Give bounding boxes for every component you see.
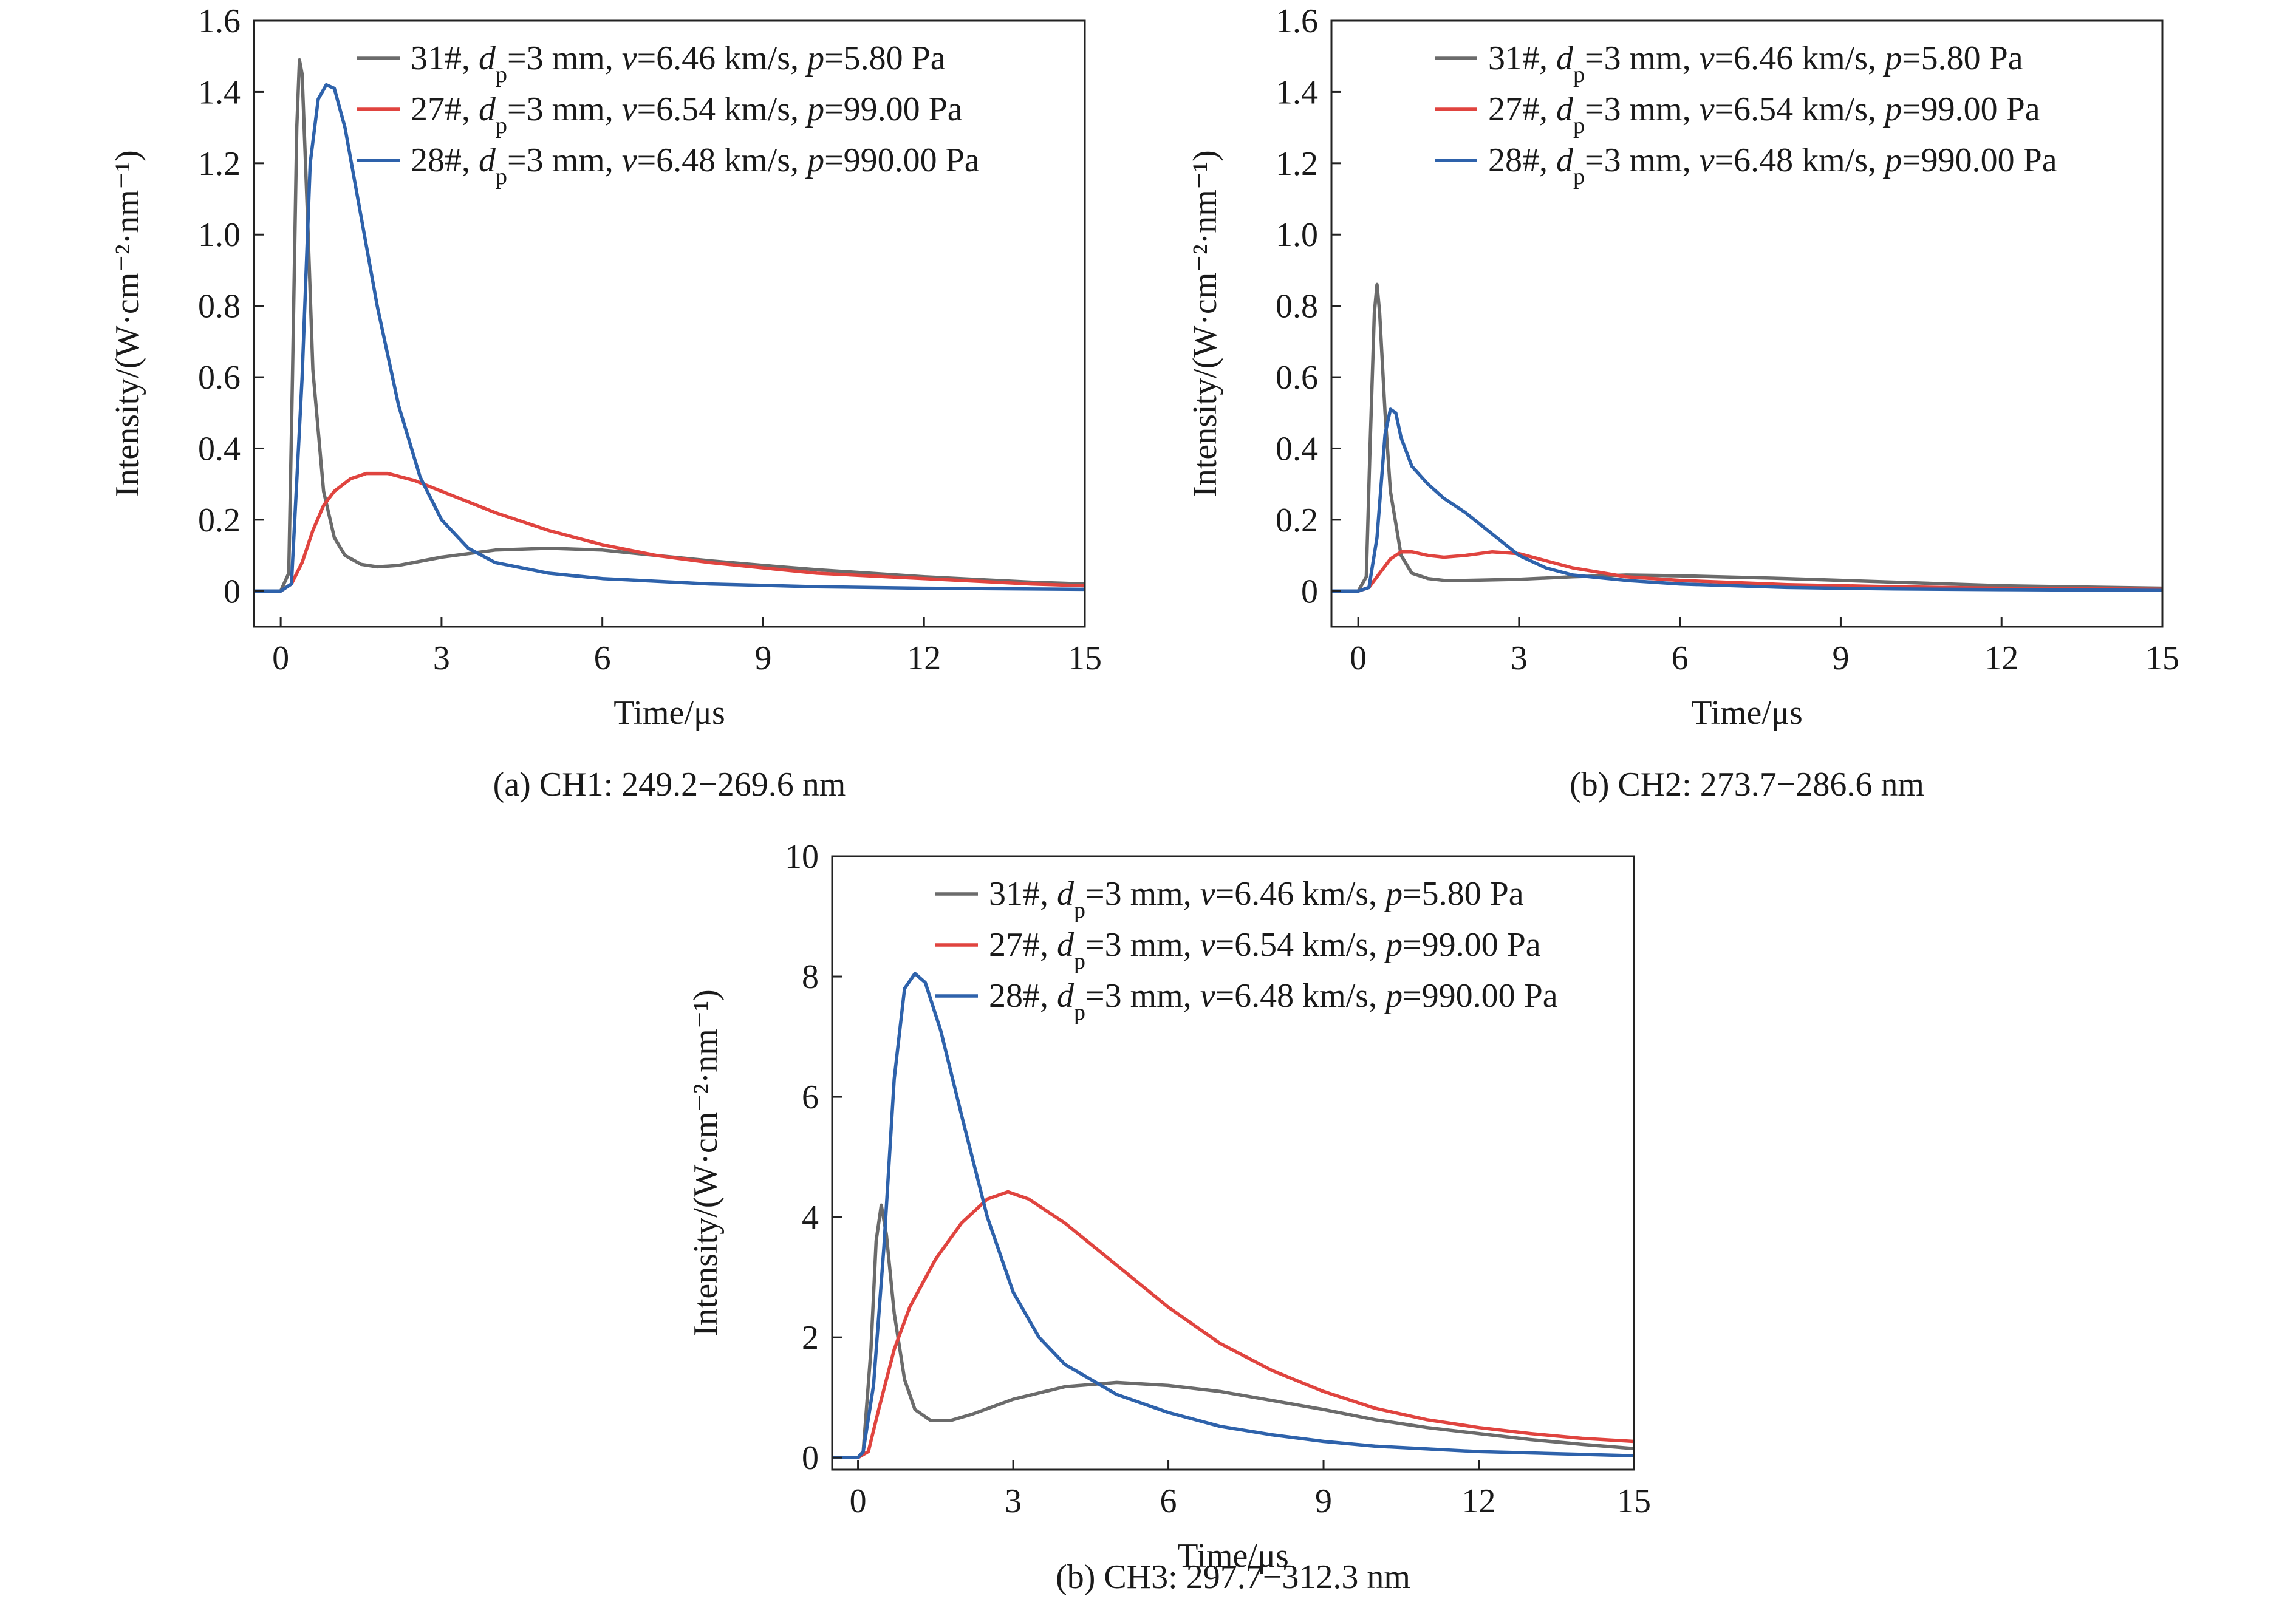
y-tick-label: 0: [802, 1439, 819, 1477]
x-tick-label: 12: [1984, 639, 2018, 677]
x-tick-label: 0: [272, 639, 289, 677]
y-axis-label: Intensity/(W·cm⁻²·nm⁻¹): [1186, 150, 1224, 497]
y-tick-label: 0: [1301, 573, 1318, 610]
series-line-s31: [254, 58, 1085, 593]
x-axis-label: Time/μs: [1177, 1537, 1289, 1575]
y-tick-label: 0.8: [198, 288, 241, 326]
panel-ch1: 0 3 6 9 12 15 0 0.2 0.4 0.6 0.8 1.0 1.2 1.4 1.6 Time/μs…: [109, 2, 1102, 803]
x-tick-label: 3: [1511, 639, 1528, 677]
x-tick-label: 0: [850, 1482, 867, 1520]
y-tick-label: 1.0: [1276, 216, 1318, 254]
series-group: [832, 972, 1634, 1459]
y-tick-label: 0.4: [198, 430, 241, 468]
x-tick-label: 15: [2145, 639, 2179, 677]
x-axis-label: Time/μs: [1691, 694, 1803, 732]
panel-caption: (b) CH2: 273.7−286.6 nm: [1570, 766, 1924, 803]
x-tick-label: 3: [1005, 1482, 1022, 1520]
series-line-s28: [832, 972, 1634, 1459]
x-tick-label: 6: [1672, 639, 1689, 677]
panel-ch3: 0 3 6 9 12 15 0 2 4 6 8 10 Time/μs Intensity/(W·cm⁻²·…: [687, 838, 1651, 1596]
legend: 31#, dp=3 mm, v=6.46 km/s, p=5.80 Pa27#,…: [1435, 39, 2057, 189]
x-tick-label: 9: [1315, 1482, 1332, 1520]
x-tick-label: 9: [754, 639, 771, 677]
y-tick-label: 0.2: [1276, 502, 1318, 539]
legend-label-s28: 28#, dp=3 mm, v=6.48 km/s, p=990.00 Pa: [411, 141, 980, 189]
series-line-s27: [832, 1190, 1634, 1459]
series-group: [254, 58, 1085, 593]
y-axis-label: Intensity/(W·cm⁻²·nm⁻¹): [109, 150, 146, 497]
series-line-s31: [832, 1203, 1634, 1459]
series-line-s28: [254, 83, 1085, 593]
legend: 31#, dp=3 mm, v=6.46 km/s, p=5.80 Pa27#,…: [935, 875, 1558, 1025]
y-tick-label: 6: [802, 1079, 819, 1116]
y-tick-label: 1.6: [198, 2, 241, 40]
panel-ch2: 0 3 6 9 12 15 0 0.2 0.4 0.6 0.8 1.0 1.2 1.4 1.6 Time/μs…: [1186, 2, 2179, 803]
y-tick-label: 0.8: [1276, 288, 1318, 326]
y-tick-label: 1.2: [198, 145, 241, 183]
legend-label-s27: 27#, dp=3 mm, v=6.54 km/s, p=99.00 Pa: [989, 926, 1541, 974]
plot-frame: [831, 855, 1635, 1471]
series-line-s27: [1331, 550, 2162, 593]
y-tick-label: 1.4: [1276, 73, 1318, 111]
y-tick-label: 1.2: [1276, 145, 1318, 183]
x-tick-label: 15: [1617, 1482, 1651, 1520]
legend: 31#, dp=3 mm, v=6.46 km/s, p=5.80 Pa27#,…: [357, 39, 980, 189]
y-tick-label: 0: [224, 573, 241, 610]
x-tick-label: 15: [1068, 639, 1102, 677]
panel-caption: (b) CH3: 297.7−312.3 nm: [1056, 1558, 1410, 1596]
x-axis-label: Time/μs: [613, 694, 725, 732]
y-tick-label: 0.4: [1276, 430, 1318, 468]
x-tick-label: 9: [1832, 639, 1849, 677]
y-tick-label: 0.6: [1276, 359, 1318, 397]
y-tick-label: 10: [785, 838, 819, 876]
y-tick-label: 8: [802, 958, 819, 996]
y-axis-label: Intensity/(W·cm⁻²·nm⁻¹): [687, 989, 725, 1337]
plot-frame: [1330, 19, 2164, 628]
x-tick-label: 12: [907, 639, 941, 677]
legend-label-s28: 28#, dp=3 mm, v=6.48 km/s, p=990.00 Pa: [1488, 141, 2057, 189]
series-line-s28: [1331, 407, 2162, 593]
y-tick-label: 1.4: [198, 73, 241, 111]
series-group: [1331, 282, 2162, 593]
x-tick-label: 0: [1350, 639, 1367, 677]
y-tick-label: 0.2: [198, 502, 241, 539]
panel-caption: (a) CH1: 249.2−269.6 nm: [493, 766, 846, 803]
x-tick-label: 12: [1462, 1482, 1496, 1520]
x-tick-label: 6: [594, 639, 611, 677]
legend-label-s27: 27#, dp=3 mm, v=6.54 km/s, p=99.00 Pa: [1488, 90, 2040, 138]
y-tick-label: 4: [802, 1199, 819, 1236]
legend-label-s31: 31#, dp=3 mm, v=6.46 km/s, p=5.80 Pa: [411, 39, 946, 87]
plot-frame: [253, 19, 1086, 628]
x-tick-label: 3: [433, 639, 450, 677]
y-tick-label: 1.6: [1276, 2, 1318, 40]
y-tick-label: 2: [802, 1319, 819, 1357]
series-line-s27: [254, 471, 1085, 593]
y-tick-label: 0.6: [198, 359, 241, 397]
x-tick-label: 6: [1160, 1482, 1177, 1520]
legend-label-s27: 27#, dp=3 mm, v=6.54 km/s, p=99.00 Pa: [411, 90, 963, 138]
legend-label-s28: 28#, dp=3 mm, v=6.48 km/s, p=990.00 Pa: [989, 977, 1558, 1025]
y-tick-label: 1.0: [198, 216, 241, 254]
series-line-s31: [1331, 282, 2162, 593]
legend-label-s31: 31#, dp=3 mm, v=6.46 km/s, p=5.80 Pa: [1488, 39, 2023, 87]
legend-label-s31: 31#, dp=3 mm, v=6.46 km/s, p=5.80 Pa: [989, 875, 1524, 923]
